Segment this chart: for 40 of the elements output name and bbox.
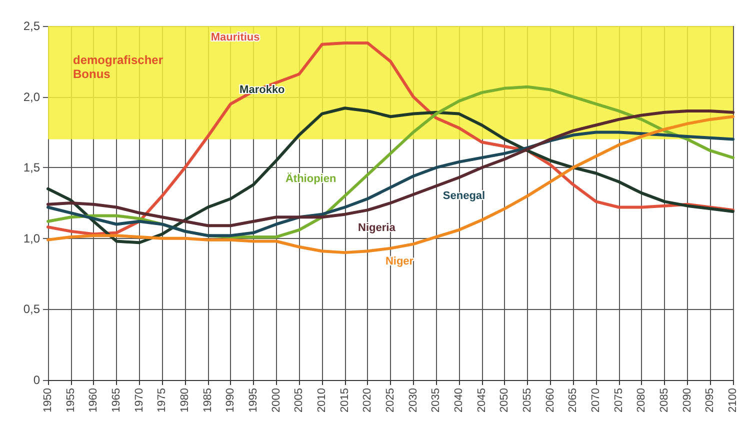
x-tick-label: 2000 — [270, 388, 282, 412]
x-tick-label: 2030 — [407, 388, 420, 412]
x-tick-label: 1950 — [42, 388, 54, 412]
x-tick-label: 2060 — [544, 388, 556, 412]
x-tick-label: 2040 — [453, 388, 465, 412]
x-tick-label: 1995 — [248, 388, 260, 412]
x-tick-label: 2045 — [476, 388, 488, 412]
x-tick-label: 2015 — [338, 388, 351, 412]
x-tick-label: 1980 — [179, 388, 191, 412]
y-tick-label: 0 — [33, 373, 40, 387]
y-tick-label: 2,0 — [23, 90, 40, 104]
x-tick-label: 2095 — [704, 388, 716, 412]
x-tick-label: 2075 — [612, 388, 625, 412]
line-series — [46, 130, 734, 238]
x-tick-label: 2055 — [522, 388, 534, 412]
x-tick-label: 2005 — [293, 388, 306, 412]
x-tick-label: 2080 — [636, 388, 648, 412]
text: Mauritius — [210, 32, 260, 44]
x-tick-label: 1990 — [224, 388, 237, 412]
y-tick-label: 1,0 — [23, 231, 40, 246]
y-tick-label: 2,5 — [23, 19, 40, 33]
band-label: demografischer Bonus — [73, 53, 164, 81]
x-tick-label: 2085 — [658, 388, 670, 412]
x-tick-label: 1970 — [133, 388, 146, 412]
x-tick-label: 2100 — [727, 388, 739, 412]
x-tick-label: 1965 — [110, 388, 122, 412]
x-tick-label: 2010 — [316, 388, 328, 412]
y-tick-label: 1,5 — [23, 160, 40, 175]
x-tick-label: 2035 — [430, 388, 442, 412]
x-tick-label: 2020 — [362, 388, 374, 412]
x-tick-label: 2070 — [590, 388, 602, 412]
x-tick-label: 2050 — [498, 388, 511, 412]
x-tick-label: 2025 — [384, 388, 396, 412]
x-tick-label: 1985 — [202, 388, 214, 412]
x-tick-label: 2065 — [567, 388, 580, 412]
x-tick-label: 1960 — [88, 388, 100, 412]
x-tick-label: 1955 — [64, 388, 77, 412]
x-tick-label: 1975 — [156, 388, 168, 412]
y-tick-label: 0,5 — [23, 302, 40, 316]
x-tick-label: 2090 — [681, 388, 694, 412]
